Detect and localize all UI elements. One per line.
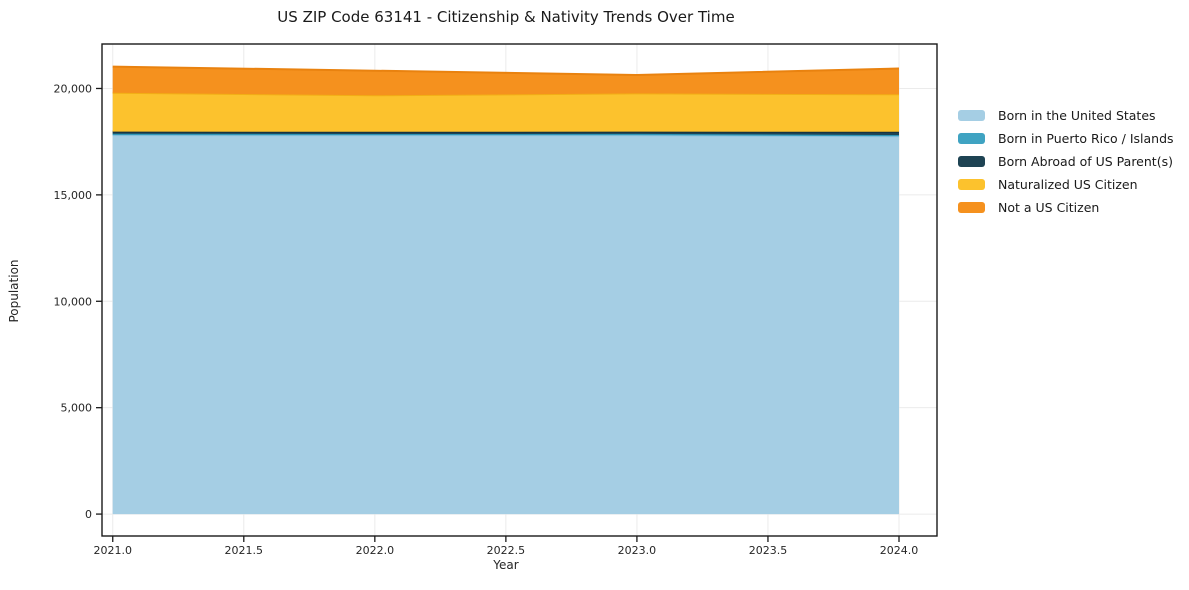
legend-swatch-icon <box>958 110 985 121</box>
x-tick-label: 2022.5 <box>487 544 526 557</box>
x-axis-title: Year <box>493 558 519 572</box>
x-tick-label: 2021.0 <box>93 544 132 557</box>
tick-marks <box>96 87 900 542</box>
legend-item: Born in the United States <box>958 104 1174 127</box>
legend-swatch-icon <box>958 156 985 167</box>
x-tick-label: 2024.0 <box>880 544 919 557</box>
y-tick-label: 20,000 <box>54 82 93 95</box>
tick-labels: 2021.0 2021.5 2022.0 2022.5 2023.0 2023.5 2024… <box>54 82 919 557</box>
x-tick-label: 2022.0 <box>356 544 395 557</box>
area-layer <box>112 65 900 515</box>
legend-label: Not a US Citizen <box>998 200 1100 215</box>
legend-item: Naturalized US Citizen <box>958 173 1174 196</box>
legend-label: Born Abroad of US Parent(s) <box>998 154 1173 169</box>
legend-item: Not a US Citizen <box>958 196 1174 219</box>
y-tick-label: 5,000 <box>61 402 93 415</box>
area-naturalized-us-citizen <box>112 92 899 132</box>
chart-title: US ZIP Code 63141 - Citizenship & Nativi… <box>277 8 735 26</box>
area-topline-not-a-us-citizen <box>112 65 900 77</box>
y-tick-label: 15,000 <box>54 189 93 202</box>
y-axis-title: Population <box>7 259 21 323</box>
x-tick-label: 2021.5 <box>225 544 264 557</box>
y-tick-label: 10,000 <box>54 295 93 308</box>
y-tick-label: 0 <box>85 508 92 521</box>
plot-border <box>101 43 938 537</box>
legend-swatch-icon <box>958 202 985 213</box>
x-tick-label: 2023.0 <box>618 544 657 557</box>
legend-item: Born in Puerto Rico / Islands <box>958 127 1174 150</box>
x-tick-label: 2023.5 <box>749 544 788 557</box>
legend-label: Naturalized US Citizen <box>998 177 1138 192</box>
legend: Born in the United States Born in Puerto … <box>958 104 1174 219</box>
legend-swatch-icon <box>958 179 985 190</box>
legend-swatch-icon <box>958 133 985 144</box>
plot-frame <box>101 43 938 537</box>
area-born-in-the-united-states <box>112 135 899 515</box>
legend-item: Born Abroad of US Parent(s) <box>958 150 1174 173</box>
legend-label: Born in the United States <box>998 108 1156 123</box>
legend-label: Born in Puerto Rico / Islands <box>998 131 1174 146</box>
